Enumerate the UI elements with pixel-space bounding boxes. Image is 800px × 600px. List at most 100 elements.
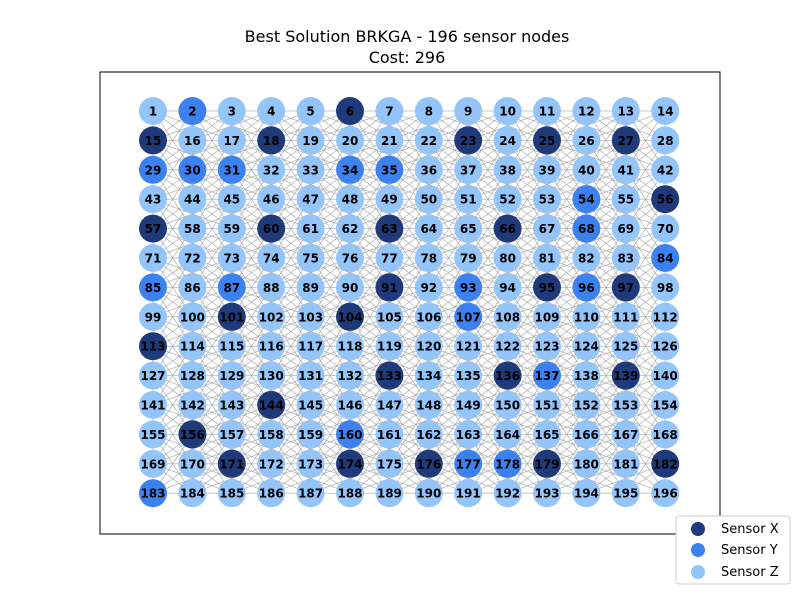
sensor-node-44: 44 (178, 185, 207, 214)
sensor-node-63: 63 (375, 214, 404, 243)
node-marker (454, 155, 483, 184)
sensor-node-81: 81 (533, 244, 561, 272)
node-label: 95 (539, 281, 556, 295)
node-label: 34 (342, 163, 359, 177)
sensor-node-185: 185 (217, 479, 246, 508)
edge (231, 140, 311, 171)
edge (389, 375, 469, 406)
node-label: 28 (657, 134, 674, 148)
node-marker (257, 185, 286, 214)
node-label: 42 (657, 163, 674, 177)
sensor-node-193: 193 (533, 479, 561, 508)
node-label: 172 (259, 457, 284, 471)
node-marker (533, 420, 561, 449)
node-label: 39 (539, 163, 556, 177)
node-marker (651, 361, 680, 390)
node-label: 138 (574, 369, 599, 383)
node-label: 88 (263, 281, 280, 295)
node-label: 57 (145, 222, 162, 236)
sensor-node-31: 31 (217, 155, 246, 184)
node-label: 142 (180, 399, 205, 413)
node-label: 60 (263, 222, 280, 236)
edge (152, 169, 232, 200)
edge (271, 345, 351, 376)
node-label: 176 (416, 457, 441, 471)
edge (468, 169, 548, 200)
sensor-node-40: 40 (572, 155, 601, 184)
node-marker (611, 155, 640, 184)
node-label: 121 (456, 340, 481, 354)
node-label: 114 (180, 340, 205, 354)
node-label: 90 (342, 281, 359, 295)
node-marker (139, 185, 167, 214)
node-label: 184 (180, 487, 205, 501)
node-marker (296, 449, 325, 478)
node-marker (651, 302, 680, 331)
sensor-node-64: 64 (414, 214, 443, 243)
sensor-node-129: 129 (217, 361, 246, 390)
sensor-node-145: 145 (296, 391, 325, 419)
sensor-node-24: 24 (493, 126, 522, 155)
node-label: 162 (416, 428, 441, 442)
sensor-node-49: 49 (375, 185, 404, 214)
node-marker (493, 244, 522, 272)
node-label: 79 (460, 252, 477, 266)
edge (349, 140, 429, 171)
sensor-node-8: 8 (414, 97, 443, 125)
edge (310, 228, 390, 259)
node-marker (375, 302, 404, 331)
node-marker (454, 273, 483, 302)
sensor-node-36: 36 (414, 155, 443, 184)
node-marker (611, 332, 640, 361)
edge (586, 463, 666, 494)
node-marker (572, 302, 601, 331)
edge (349, 257, 429, 288)
edge (310, 110, 390, 141)
edge (192, 375, 272, 406)
edge (586, 375, 666, 406)
edge (389, 434, 469, 465)
edge (428, 198, 508, 229)
sensor-node-175: 175 (375, 449, 404, 478)
node-marker (493, 449, 522, 478)
sensor-node-143: 143 (217, 391, 246, 419)
node-marker (375, 273, 404, 302)
edge (192, 316, 272, 347)
node-marker (178, 361, 207, 390)
sensor-node-97: 97 (611, 273, 640, 302)
sensor-node-7: 7 (375, 97, 404, 125)
sensor-node-142: 142 (178, 391, 207, 419)
node-marker (611, 302, 640, 331)
sensor-node-123: 123 (533, 332, 561, 361)
node-marker (611, 449, 640, 478)
node-marker (217, 97, 246, 125)
node-label: 110 (574, 310, 599, 324)
edge (310, 257, 390, 288)
node-marker (414, 273, 443, 302)
sensor-node-135: 135 (454, 361, 483, 390)
edge (428, 257, 508, 288)
node-marker (414, 361, 443, 390)
edge (231, 434, 311, 465)
node-marker (257, 273, 286, 302)
sensor-node-131: 131 (296, 361, 325, 390)
node-label: 182 (653, 457, 678, 471)
node-marker (296, 185, 325, 214)
node-marker (375, 420, 404, 449)
node-label: 99 (145, 310, 162, 324)
node-marker (651, 126, 680, 155)
sensor-node-13: 13 (611, 97, 640, 125)
edge (389, 287, 469, 318)
legend-label-sensor-y: Sensor Y (721, 543, 778, 558)
edge (310, 463, 390, 494)
sensor-node-85: 85 (139, 273, 167, 302)
node-label: 61 (302, 222, 319, 236)
node-marker (651, 214, 680, 243)
edge (310, 198, 390, 229)
node-marker (257, 126, 286, 155)
edge (586, 228, 666, 259)
edge (507, 110, 587, 141)
edge (546, 404, 626, 435)
node-label: 86 (184, 281, 201, 295)
node-label: 112 (653, 310, 678, 324)
